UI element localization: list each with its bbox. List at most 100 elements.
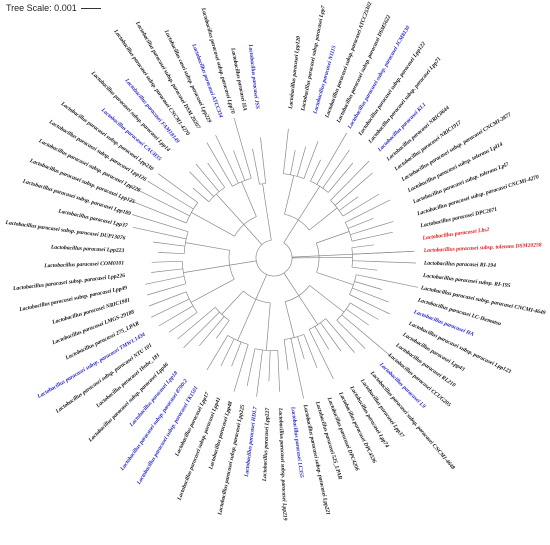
- leaf-label: Lactobacillus paracasei subsp. RI-195: [422, 273, 511, 289]
- tree-branch: [323, 150, 350, 188]
- leaf-label: Lactobacillus paracasei RI-194: [423, 260, 496, 269]
- tree-branch: [355, 282, 382, 290]
- tree-branch: [190, 172, 214, 197]
- tree-branch: [151, 299, 189, 317]
- leaf-label: Lactobacillus paracasei subsp. paracasei…: [419, 285, 546, 316]
- tree-branch: [133, 227, 186, 239]
- tree-scale: Tree Scale: 0.001: [6, 3, 101, 13]
- tree-branch: [269, 351, 270, 382]
- tree-branch: [216, 135, 239, 183]
- tree-branch: [191, 279, 234, 302]
- leaf-label: Lactobacillus paracasei Lpp227: [262, 408, 271, 483]
- leaf-label: Lactobacillus paracasei Lbs2: [421, 227, 490, 242]
- tree-branch: [186, 243, 230, 251]
- tree-branch: [285, 302, 294, 338]
- tree-branch: [158, 174, 198, 203]
- tree-branch: [193, 188, 209, 202]
- tree-branch: [291, 338, 304, 398]
- tree-branch: [342, 315, 391, 356]
- tree-branch: [298, 337, 305, 360]
- tree-branch: [356, 275, 418, 288]
- tree-branches: [129, 118, 418, 399]
- tree-branch: [244, 225, 262, 245]
- leaf-label: Lactobacillus paracasei subsp. paracasei…: [277, 407, 288, 521]
- tree-branch: [242, 182, 257, 217]
- tree-branch: [343, 194, 379, 216]
- tree-scale-label: Tree Scale: 0.001: [6, 3, 77, 13]
- tree-branch: [283, 129, 288, 174]
- tree-branch: [152, 261, 183, 262]
- tree-scale-bar: [81, 8, 101, 9]
- tree-branch: [317, 272, 354, 284]
- tree-branch: [238, 299, 256, 340]
- tree-branch: [232, 342, 242, 366]
- tree-branch: [257, 350, 263, 397]
- tree-branch: [216, 194, 244, 225]
- tree-branch: [184, 312, 220, 348]
- tree-branch: [234, 344, 248, 391]
- tree-branch: [352, 232, 393, 241]
- tree-branch: [278, 351, 280, 392]
- tree-branch: [350, 221, 393, 234]
- tree-branch: [263, 184, 268, 214]
- tree-branch: [304, 334, 317, 367]
- tree-branch: [234, 118, 251, 179]
- tree-branch: [261, 137, 266, 183]
- tree-branch: [208, 163, 225, 187]
- tree-branch: [310, 286, 344, 313]
- tree-branch: [178, 307, 216, 339]
- tree-branch: [348, 218, 373, 228]
- tree-branch: [352, 288, 388, 302]
- tree-branch: [222, 291, 244, 314]
- tree-branch: [290, 150, 295, 175]
- tree-branch: [345, 200, 390, 223]
- tree-branch: [158, 252, 184, 253]
- tree-branch: [284, 339, 288, 370]
- tree-branch: [284, 220, 299, 243]
- tree-branch: [159, 306, 193, 326]
- tree-branch: [292, 251, 414, 257]
- leaf-label: Lactobacillus paracasei subsp. tolerans …: [423, 242, 542, 254]
- tree-branch: [148, 181, 194, 209]
- leaf-label: Lactobacillus paracasei HDL7: [244, 406, 259, 478]
- tree-branch: [230, 261, 257, 265]
- tree-branch: [337, 320, 366, 348]
- tree-branch: [183, 265, 229, 273]
- tree-branch: [256, 275, 267, 300]
- tree-branch: [352, 267, 377, 270]
- leaf-label: Lactobacillus paracasei JSS: [247, 43, 260, 109]
- tree-branch: [253, 149, 260, 185]
- tree-branch: [137, 190, 190, 216]
- tree-branch: [199, 317, 224, 346]
- tree-branch: [285, 176, 294, 215]
- tree-branch: [266, 303, 270, 351]
- tree-branch: [247, 349, 255, 386]
- tree-branch: [256, 240, 292, 276]
- leaf-labels: Lactobacillus paracasei Lpp120Lactobacil…: [4, 1, 546, 521]
- tree-branch: [297, 147, 306, 177]
- tree-branch: [309, 208, 337, 230]
- tree-branch: [350, 295, 390, 315]
- tree-branch: [151, 269, 183, 273]
- tree-branch: [196, 164, 219, 192]
- tree-branch: [299, 296, 318, 325]
- tree-branch: [145, 276, 184, 284]
- tree-branch: [304, 141, 318, 178]
- leaf-label: Lactobacillus paracasei subsp. paracasei…: [368, 370, 456, 471]
- tree-branch: [147, 284, 186, 295]
- tree-branch: [149, 292, 186, 306]
- tree-branch: [350, 303, 378, 320]
- tree-branch: [267, 214, 271, 241]
- tree-branch: [191, 212, 234, 236]
- tree-branch: [328, 163, 353, 193]
- tree-branch: [284, 273, 299, 296]
- tree-branch: [352, 245, 374, 248]
- tree-branch: [207, 335, 228, 370]
- tree-branch: [129, 200, 186, 223]
- leaf-label: Lactobacillus paracasei COM0101: [43, 260, 124, 269]
- tree-branch: [321, 323, 341, 351]
- tree-branch: [353, 261, 417, 263]
- leaf-label: Lactobacillus paracasei LC355: [289, 405, 304, 478]
